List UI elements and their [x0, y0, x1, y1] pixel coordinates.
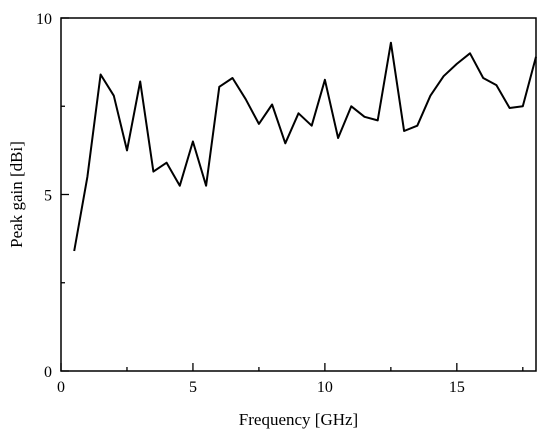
x-tick-label: 5: [189, 379, 197, 396]
tick-labels-layer: 0 5 10 15 0 5 10: [36, 11, 465, 396]
x-tick-label: 15: [449, 379, 465, 396]
y-axis-title: Peak gain [dBi]: [7, 141, 26, 248]
series-line-peak-gain: [73, 41, 537, 252]
x-axis-title: Frequency [GHz]: [239, 410, 358, 429]
y-tick-label: 0: [44, 364, 52, 381]
x-tick-label: 0: [57, 379, 65, 396]
y-tick-label: 5: [44, 188, 52, 205]
plot-frame: [60, 17, 537, 372]
x-tick-label: 10: [317, 379, 333, 396]
y-tick-label: 10: [36, 11, 52, 28]
ticks-layer: [60, 17, 524, 372]
